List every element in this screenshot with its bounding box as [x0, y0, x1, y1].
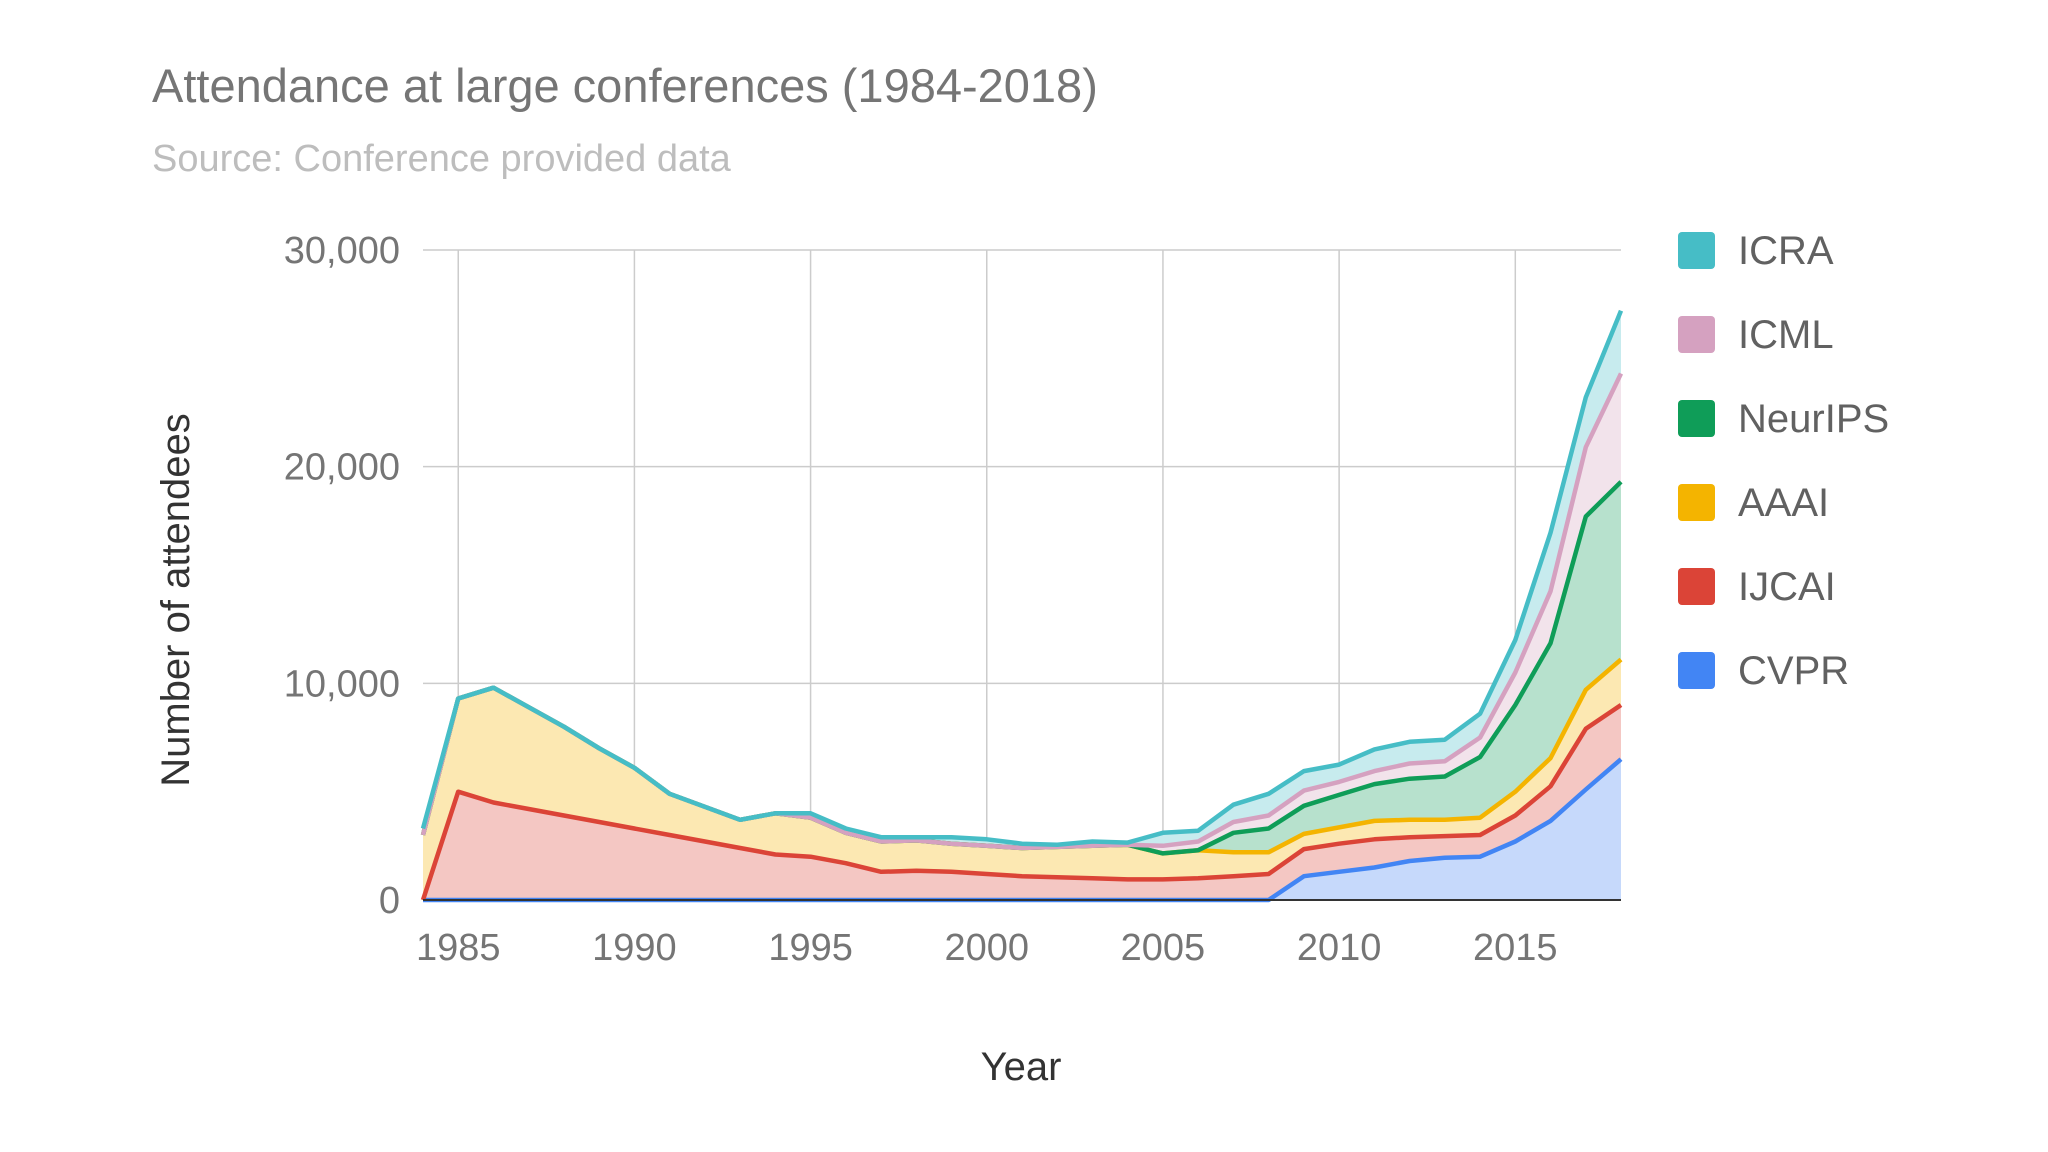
legend-swatch-cvpr [1678, 652, 1715, 689]
legend-swatch-aaai [1678, 484, 1715, 521]
x-tick-label: 1990 [592, 927, 677, 969]
line-ijcai [420, 703, 1623, 901]
area-ijcai [423, 705, 1621, 900]
legend-label-aaai: AAAI [1738, 481, 1829, 525]
y-tick-label: 30,000 [284, 230, 400, 272]
legend-swatch-neurips [1678, 400, 1715, 437]
y-axis-title: Number of attendees [154, 413, 198, 787]
legend-swatch-icml [1678, 316, 1715, 353]
legend-label-ijcai: IJCAI [1738, 565, 1836, 609]
x-tick-label: 2015 [1473, 927, 1558, 969]
area-cvpr [423, 759, 1621, 900]
x-tick-label: 2000 [944, 927, 1029, 969]
legend: ICRA ICML NeurIPS AAAI IJCAI CVPR [1678, 229, 1889, 693]
chart-title: Attendance at large conferences (1984-20… [152, 59, 1098, 112]
y-tick-label: 20,000 [284, 447, 400, 489]
legend-label-icml: ICML [1738, 313, 1834, 357]
legend-label-neurips: NeurIPS [1738, 397, 1889, 441]
area-aaai [423, 659, 1621, 900]
x-tick-label: 2005 [1121, 927, 1206, 969]
line-layer [420, 309, 1624, 903]
chart-subtitle: Source: Conference provided data [152, 138, 731, 180]
x-tick-label: 1985 [416, 927, 501, 969]
area-layer [423, 310, 1621, 900]
grid-layer [423, 249, 1621, 901]
legend-swatch-icra [1678, 232, 1715, 269]
legend-swatch-ijcai [1678, 568, 1715, 605]
y-tick-label: 0 [379, 880, 400, 922]
line-icra [420, 309, 1624, 848]
x-tick-label: 2010 [1297, 927, 1382, 969]
x-axis-title: Year [981, 1045, 1062, 1089]
axis-layer: 0 10,000 20,000 30,000 1985 1990 1995 2000 2005 2… [284, 230, 1621, 969]
legend-label-icra: ICRA [1738, 229, 1834, 273]
x-tick-label: 1995 [768, 927, 853, 969]
y-tick-label: 10,000 [284, 663, 400, 705]
legend-label-cvpr: CVPR [1738, 649, 1849, 693]
